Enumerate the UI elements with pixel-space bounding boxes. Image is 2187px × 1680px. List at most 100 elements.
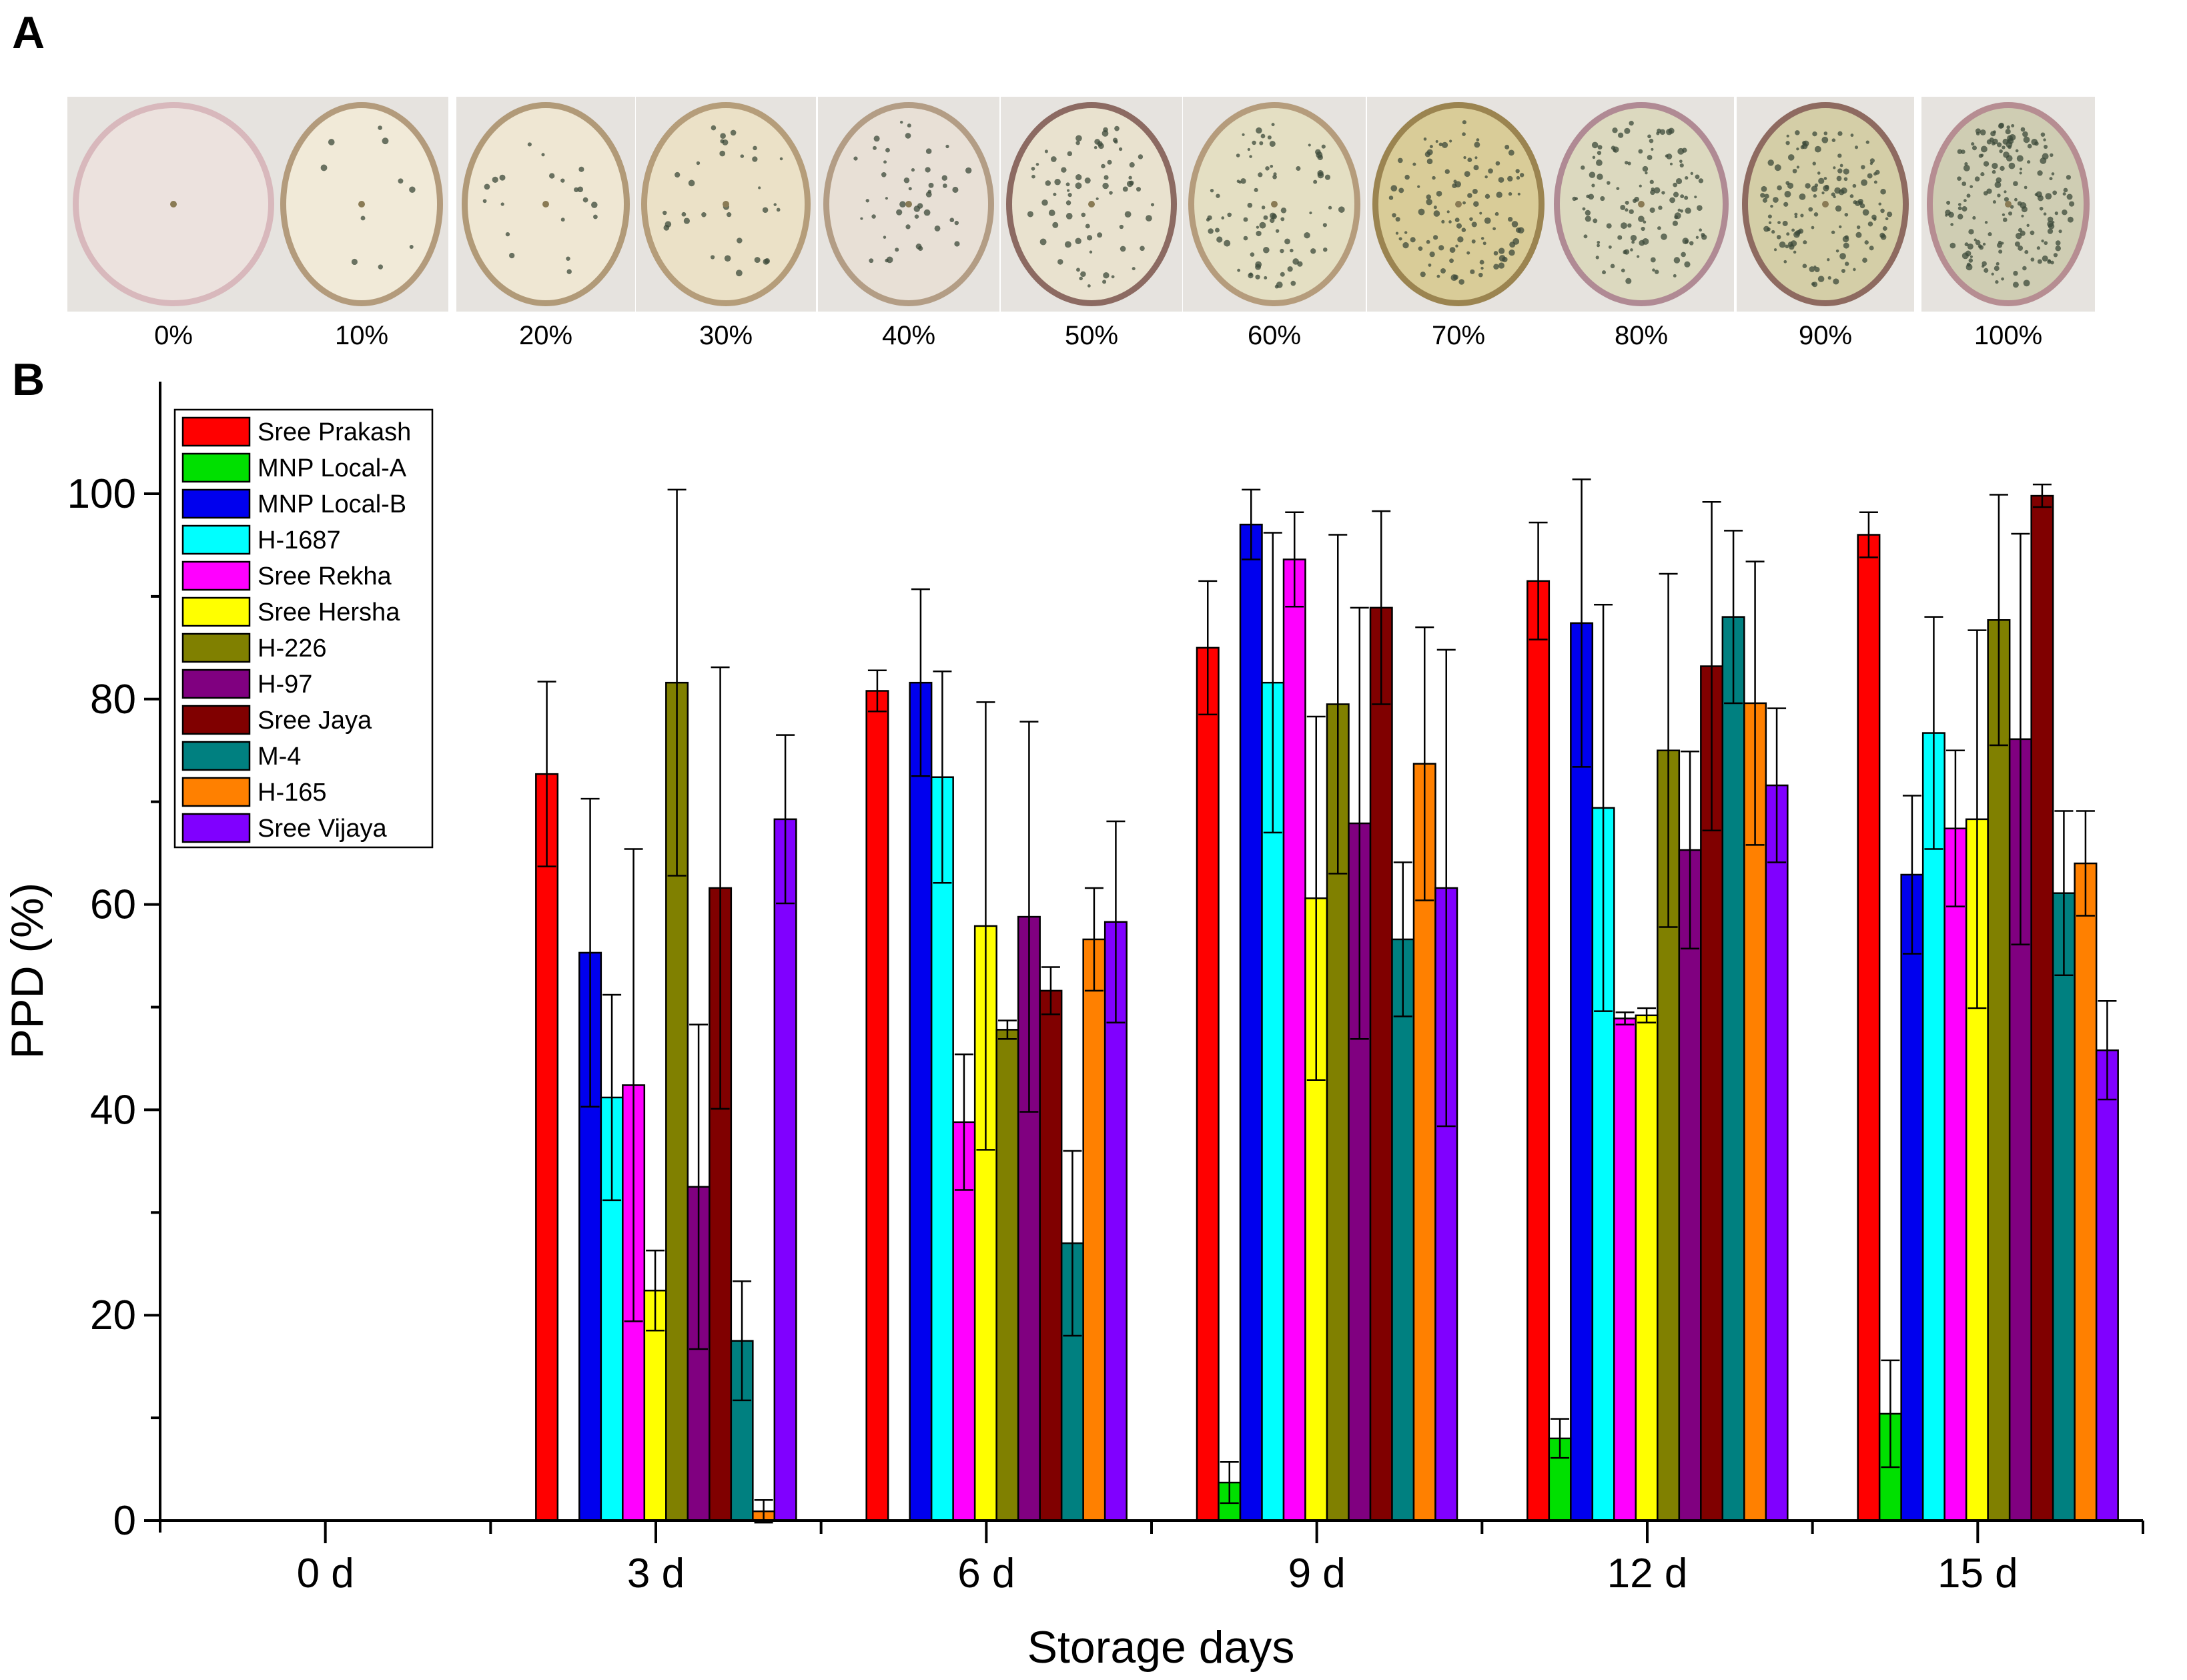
legend-label: MNP Local-B xyxy=(258,490,406,518)
error-bar xyxy=(1084,887,1104,992)
y-tick-label: 60 xyxy=(90,882,136,928)
sample-percent-label: 10% xyxy=(335,321,388,350)
error-bar xyxy=(954,1054,973,1191)
error-bar xyxy=(1198,580,1218,716)
bar-h-97-12d xyxy=(1678,849,1702,1522)
x-axis-title: Storage days xyxy=(1027,1622,1295,1673)
legend-swatch xyxy=(181,560,251,591)
legend-label: H-226 xyxy=(258,635,327,663)
error-bar xyxy=(2011,532,2030,945)
error-bar xyxy=(1393,861,1412,1017)
sample-photo xyxy=(818,97,999,312)
legend-item: Sree Vijaya xyxy=(181,813,388,843)
legend-swatch xyxy=(181,777,251,807)
error-bar xyxy=(1436,649,1456,1128)
error-bar xyxy=(1415,626,1434,901)
error-bar xyxy=(1551,1418,1570,1459)
x-tick-label: 12 d xyxy=(1607,1551,1688,1597)
error-bar xyxy=(602,993,622,1202)
bar-sree-vijaya-3d xyxy=(773,818,797,1522)
sample-percent-label: 40% xyxy=(882,321,935,350)
error-bar xyxy=(1350,606,1369,1040)
legend-label: H-97 xyxy=(258,671,312,699)
error-bar xyxy=(1594,603,1613,1012)
error-bar xyxy=(1285,511,1304,608)
error-bar xyxy=(976,701,995,1151)
legend-item: Sree Hersha xyxy=(181,596,400,627)
error-bar xyxy=(911,588,930,777)
y-tick-label: 20 xyxy=(90,1292,136,1338)
error-bar xyxy=(1528,521,1548,641)
bar-sree-hersha-12d xyxy=(1635,1014,1659,1522)
axes-group: 0 20 40 60 80 100 0 d 3 d 6 d 9 d 12 d 15 d xyxy=(67,382,2144,1597)
error-bar xyxy=(689,1023,709,1350)
bar-sree-jaya-9d xyxy=(1369,606,1393,1522)
error-bar xyxy=(997,1019,1017,1040)
bar-sree-prakash-6d xyxy=(865,690,889,1522)
y-tick-label: 80 xyxy=(90,677,136,723)
error-bar xyxy=(1328,534,1348,875)
legend-label: Sree Rekha xyxy=(258,562,392,590)
error-bar xyxy=(624,848,643,1322)
legend-label: MNP Local-A xyxy=(258,454,407,482)
bar-sree-prakash-9d xyxy=(1196,647,1220,1522)
bars-group xyxy=(535,494,2119,1522)
sample-photo xyxy=(67,97,280,312)
sample-photo xyxy=(1921,97,2095,312)
legend-swatch xyxy=(181,452,251,483)
y-tick-label: 0 xyxy=(113,1498,136,1544)
error-bar xyxy=(1989,494,2008,747)
error-bar xyxy=(1745,560,1765,846)
error-bar xyxy=(733,1280,752,1402)
error-bar xyxy=(1106,820,1126,1023)
error-bar xyxy=(1572,478,1591,768)
error-bar xyxy=(2076,810,2095,917)
error-bar xyxy=(1372,510,1391,705)
legend-swatch xyxy=(181,669,251,699)
error-bar xyxy=(2032,483,2052,508)
sample-photo-strip: 0% 10% 20% 30% 40% 50% 60% 70% 80% 90% 100% xyxy=(67,97,2095,350)
error-bar xyxy=(2098,1000,2117,1101)
error-bar xyxy=(776,734,795,905)
bar-m-4-9d xyxy=(1391,938,1415,1522)
error-bar xyxy=(1041,966,1060,1015)
bar-sree-jaya-15d xyxy=(2030,494,2054,1522)
legend-swatch xyxy=(181,705,251,735)
legend-swatch xyxy=(181,741,251,771)
legend-swatch xyxy=(181,813,251,843)
bar-h-1687-15d xyxy=(1921,732,1945,1522)
error-bar xyxy=(1263,532,1282,834)
x-tick-label: 3 d xyxy=(627,1551,685,1597)
legend-swatch xyxy=(181,633,251,663)
sample-photo xyxy=(1549,97,1734,312)
bar-mnp-local-b-9d xyxy=(1239,523,1263,1522)
error-bar xyxy=(754,1499,773,1524)
error-bar xyxy=(1859,511,1878,558)
error-bar xyxy=(867,669,887,713)
error-bar xyxy=(1945,749,1965,907)
sample-percent-label: 30% xyxy=(699,321,753,350)
bar-sree-rekha-9d xyxy=(1282,558,1306,1522)
sample-photo xyxy=(275,97,448,312)
bar-sree-vijaya-15d xyxy=(2095,1049,2119,1522)
legend-item: H-1687 xyxy=(181,524,341,555)
legend-item: MNP Local-A xyxy=(181,452,407,483)
bar-sree-rekha-15d xyxy=(1943,827,1967,1522)
legend-swatch xyxy=(181,416,251,447)
error-bar xyxy=(1659,572,1678,928)
legend-label: Sree Prakash xyxy=(258,418,411,446)
error-bar xyxy=(1242,488,1261,560)
bar-m-4-12d xyxy=(1721,616,1745,1522)
bar-h-165-15d xyxy=(2074,862,2098,1522)
sample-photo xyxy=(1183,97,1366,312)
error-bar xyxy=(1220,1461,1239,1505)
legend-label: Sree Jaya xyxy=(258,707,372,735)
sample-photo xyxy=(1001,97,1182,312)
legend-item: M-4 xyxy=(181,741,301,771)
panel-b-label: B xyxy=(12,354,45,405)
error-bar xyxy=(1767,707,1787,863)
bar-sree-vijaya-12d xyxy=(1765,784,1789,1522)
error-bar xyxy=(1063,1150,1082,1337)
error-bar xyxy=(1724,530,1743,705)
sample-photo xyxy=(1367,97,1550,312)
